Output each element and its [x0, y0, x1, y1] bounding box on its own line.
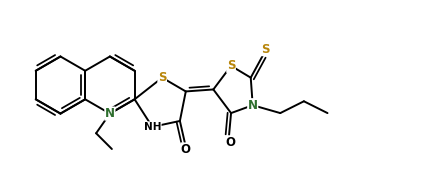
Text: O: O: [180, 143, 190, 156]
Text: N: N: [247, 99, 257, 112]
Text: N: N: [105, 107, 115, 120]
Text: S: S: [261, 43, 269, 56]
Text: O: O: [225, 136, 235, 149]
Text: S: S: [226, 59, 235, 72]
Text: NH: NH: [143, 122, 161, 132]
Text: S: S: [158, 71, 166, 84]
